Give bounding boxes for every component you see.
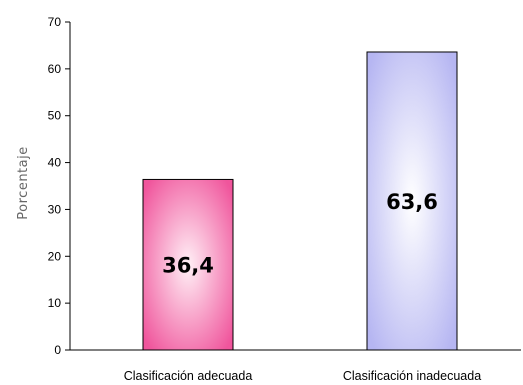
y-tick-label: 0 bbox=[54, 343, 61, 357]
bar bbox=[366, 51, 458, 351]
y-tick-label: 30 bbox=[48, 202, 62, 216]
bar-value-label: 63,6 bbox=[386, 190, 438, 214]
y-tick-label: 50 bbox=[48, 109, 62, 123]
bars: 36,4 63,6 bbox=[142, 51, 458, 351]
x-tick-label: Clasificación adecuada bbox=[124, 369, 253, 383]
x-tick-label: Clasificación inadecuada bbox=[343, 369, 481, 383]
y-axis-label: Porcentaje bbox=[16, 146, 31, 219]
y-tick-label: 10 bbox=[48, 296, 62, 310]
y-tick-label: 70 bbox=[48, 15, 62, 29]
y-tick-label: 20 bbox=[48, 249, 62, 263]
y-tick-label: 40 bbox=[48, 156, 62, 170]
y-axis-ticks: 0 10 20 30 40 50 60 70 bbox=[48, 15, 70, 357]
y-tick-label: 60 bbox=[48, 62, 62, 76]
bar-value-label: 36,4 bbox=[162, 254, 214, 278]
bar bbox=[142, 178, 234, 351]
